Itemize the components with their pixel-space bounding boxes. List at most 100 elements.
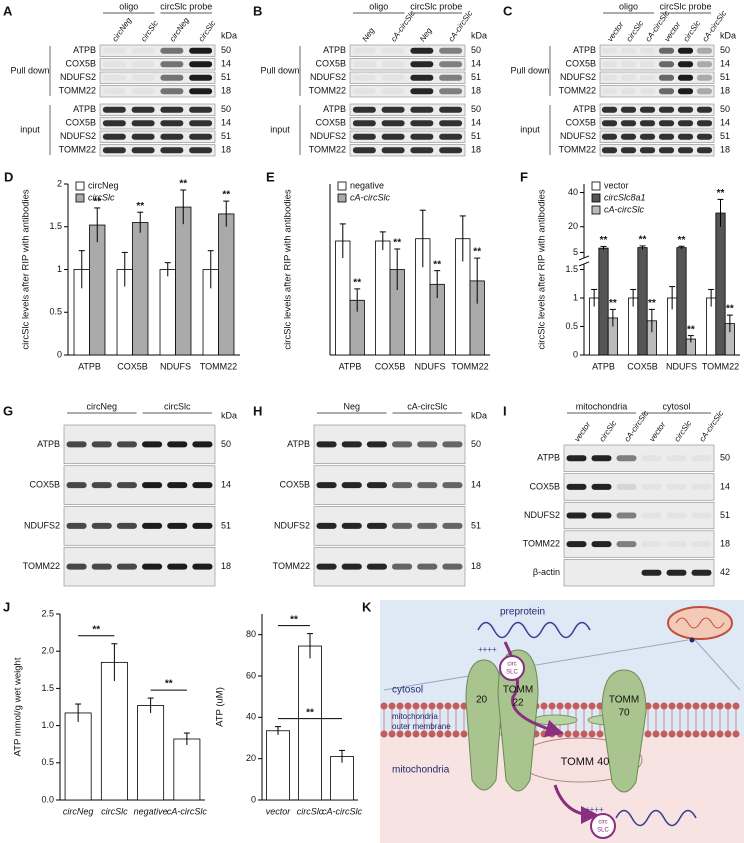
lipid-head <box>572 702 580 710</box>
band <box>192 441 213 448</box>
y-tick-label: 0 <box>251 794 256 804</box>
preprotein-chain <box>477 621 591 639</box>
blot-strip <box>349 130 466 143</box>
group-label: oligo <box>369 1 388 11</box>
band <box>366 563 387 570</box>
kda-value: 14 <box>720 118 730 128</box>
band <box>591 483 612 490</box>
bar <box>330 756 354 801</box>
lipid-head <box>540 730 548 738</box>
lane-label: circNeg <box>168 16 191 44</box>
band <box>131 88 155 95</box>
label: 70 <box>618 708 630 719</box>
lane-label: circSlc <box>197 19 218 43</box>
blot-strip <box>599 117 715 130</box>
blot-strip <box>349 58 466 71</box>
kda-value: 14 <box>471 118 481 128</box>
lipid-head <box>724 702 732 710</box>
lipid-head <box>420 702 428 710</box>
lane-label: Neg <box>418 26 434 44</box>
label: 20 <box>476 695 488 706</box>
panel-letter: E <box>266 169 275 184</box>
band <box>617 570 637 576</box>
comparison-label: ** <box>165 679 173 690</box>
band <box>691 541 712 548</box>
lipid-head <box>732 702 740 710</box>
x-tick-label: cA-circSlc <box>167 806 207 816</box>
protein-label: COX5B <box>315 59 346 69</box>
lipid-head <box>396 730 404 738</box>
band <box>102 106 126 113</box>
y-tick-label: 1.5 <box>41 683 54 693</box>
x-tick-label: ATPB <box>339 361 362 371</box>
lipid-head <box>556 702 564 710</box>
group-label: circSlc probe <box>160 1 212 11</box>
band <box>381 74 405 81</box>
lipid-head <box>684 730 692 738</box>
band <box>417 563 438 570</box>
x-tick-label: TOMM22 <box>702 361 739 371</box>
label: TOMM 40 <box>561 756 610 768</box>
lipid-head <box>388 730 396 738</box>
panel-letter: D <box>4 169 13 184</box>
band <box>116 563 137 570</box>
band <box>691 483 712 490</box>
band <box>142 563 163 570</box>
band <box>696 88 713 95</box>
label: mitochondria <box>392 765 450 776</box>
band <box>677 133 694 140</box>
band <box>620 120 637 127</box>
y-tick-label: 60 <box>246 670 256 680</box>
panel-letter: C <box>503 3 513 18</box>
lipid-head <box>444 730 452 738</box>
protein-label: TOMM22 <box>273 561 310 571</box>
tomm20 <box>465 659 503 791</box>
band <box>666 512 687 519</box>
section-label: input <box>20 124 40 134</box>
band <box>131 120 155 127</box>
protein-label: NDUFS2 <box>560 131 596 141</box>
protein-label: β-actin <box>533 567 560 577</box>
kda-label: kDa <box>221 410 237 420</box>
significance: ** <box>93 197 101 208</box>
kda-value: 51 <box>720 510 730 520</box>
label: outer membrane <box>392 722 451 731</box>
y-tick-label: 20 <box>568 221 578 231</box>
kda-label: kDa <box>471 30 487 40</box>
lane-label: vector <box>647 420 667 443</box>
band <box>341 522 362 529</box>
protein-label: COX5B <box>565 59 596 69</box>
band <box>696 106 713 113</box>
lane-label: Neg <box>360 26 376 44</box>
protein-label: TOMM22 <box>59 86 96 96</box>
protein-label: COX5B <box>315 118 346 128</box>
kda-value: 18 <box>471 561 481 571</box>
x-tick-label: circNeg <box>63 806 94 816</box>
x-tick-label: circSlc <box>297 806 324 816</box>
blot-strip <box>99 58 216 71</box>
lipid-head <box>380 702 388 710</box>
bar <box>218 213 235 356</box>
blot-strip <box>349 144 466 157</box>
bar <box>637 247 648 356</box>
comparison-label: ** <box>92 624 100 635</box>
diagram: K preprotein ++++ circ SLC circ SLC ++++… <box>362 599 744 843</box>
band <box>160 88 184 95</box>
group-label: circSlc <box>164 401 191 411</box>
band <box>601 147 618 154</box>
kda-value: 51 <box>471 72 481 82</box>
band <box>639 120 656 127</box>
band <box>641 455 662 462</box>
blot-strip <box>99 144 216 157</box>
lipid-head <box>668 702 676 710</box>
kda-value: 50 <box>221 439 231 449</box>
kda-value: 14 <box>720 59 730 69</box>
kda-value: 50 <box>720 104 730 114</box>
protein-label: ATPB <box>537 453 560 463</box>
band <box>439 120 463 127</box>
y-tick-label: 1 <box>57 264 62 274</box>
protein-label: NDUFS2 <box>560 72 596 82</box>
group-label: cA-circSlc <box>407 401 447 411</box>
x-tick-label: cA-circSlc <box>322 806 362 816</box>
